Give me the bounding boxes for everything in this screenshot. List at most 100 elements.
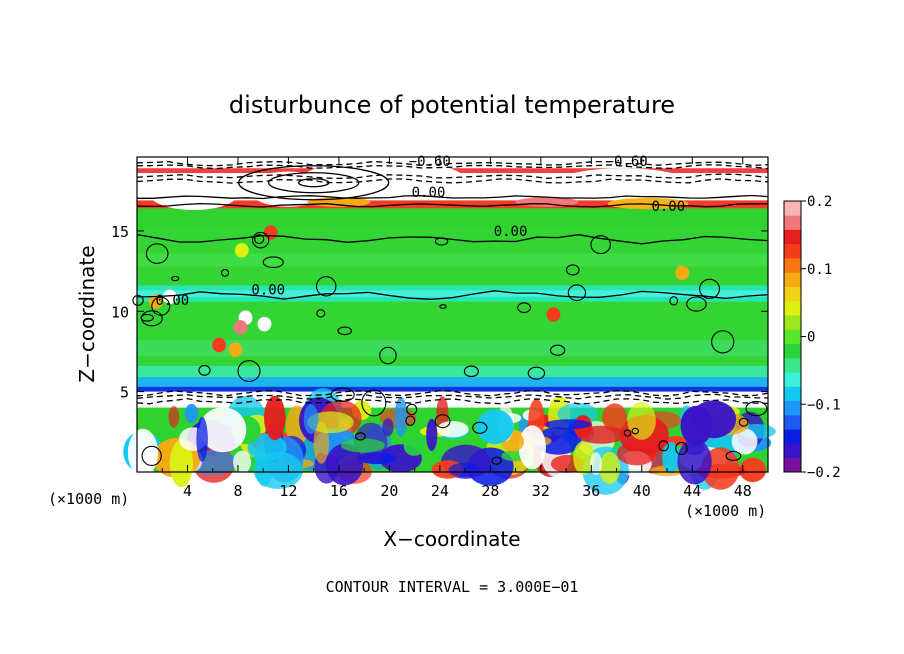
contour-line [686, 296, 707, 312]
colorbar-swatch [784, 414, 801, 430]
field-blob [573, 440, 595, 475]
y-tick-label: 15 [111, 223, 129, 241]
colorbar-swatch [784, 457, 801, 473]
contour-line [316, 309, 326, 318]
contour-line [132, 294, 144, 306]
colorbar [783, 200, 802, 473]
field-band [137, 253, 768, 267]
field-blob [394, 397, 408, 437]
field-blob [168, 405, 180, 428]
colorbar-swatch [784, 201, 801, 216]
contour-line [145, 243, 169, 264]
contour-line [527, 366, 546, 380]
contour-line [623, 429, 632, 437]
contour-line [472, 421, 488, 434]
colorbar-swatch [784, 343, 801, 359]
colorbar-swatch [784, 429, 801, 444]
colorbar-swatch [784, 386, 801, 402]
colorbar-swatch [784, 272, 801, 287]
field-blob [662, 442, 680, 474]
field-band [137, 290, 768, 297]
contour-line [198, 364, 211, 376]
contour-line [434, 414, 451, 429]
colorbar-swatch [784, 300, 801, 316]
field-blob [303, 404, 319, 434]
x-axis-ticks: 4 8 12 16 20 24 28 32 36 40 44 48 [161, 157, 752, 500]
field-blob [403, 436, 425, 456]
contour-line [725, 450, 742, 461]
contour-line [141, 445, 162, 466]
x-tick-label: 32 [532, 482, 550, 500]
x-tick-label: 40 [633, 482, 651, 500]
colorbar-swatch [784, 215, 801, 230]
field-blob [228, 342, 243, 358]
field-blob [162, 289, 177, 305]
field-blob [426, 418, 438, 452]
x-tick-label: 20 [380, 482, 398, 500]
colorbar-swatch [784, 258, 801, 273]
contour-lines [132, 160, 769, 466]
contour-line [699, 278, 721, 300]
field-blob [257, 316, 272, 332]
contour-labels: −0.60 −0.60 0.00 0.00 0.00 0.00 0.00 [155, 154, 685, 309]
contour-line [136, 160, 769, 167]
contour-line [565, 264, 580, 276]
field-blob [731, 428, 758, 455]
contour-label: 0.00 [251, 282, 285, 298]
field-blob [448, 462, 481, 478]
contour-line [136, 393, 769, 400]
field-blob [627, 401, 656, 440]
field-blob [545, 419, 592, 430]
contour-interval-note: CONTOUR INTERVAL = 3.000E−01 [326, 578, 579, 596]
field-band [137, 386, 768, 392]
contour-line [567, 284, 587, 302]
contour-line [137, 194, 769, 200]
x-unit-right: (×1000 m) [685, 502, 766, 520]
y-axis-ticks: 5 10 15 [111, 223, 768, 402]
contour-label: 0.00 [155, 293, 189, 309]
colorbar-tick-label: 0.1 [807, 262, 832, 278]
contour-line [669, 296, 679, 306]
contour-line [405, 415, 416, 426]
colorbar-tick-label: 0 [807, 330, 815, 346]
field-blob [382, 418, 394, 437]
contour-line [590, 235, 611, 255]
colorbar-swatch [784, 329, 801, 345]
colorbar-ticks: 0.2 0.1 0 −0.1 −0.2 [801, 194, 841, 481]
field-blob [599, 451, 621, 485]
contour-line [738, 417, 749, 427]
x-tick-label: 44 [683, 482, 701, 500]
contour-line [254, 234, 265, 245]
contour-line [252, 231, 270, 249]
contour-line [658, 440, 669, 452]
contour-line [675, 441, 688, 456]
field-blob [184, 403, 199, 423]
contour-line [136, 290, 769, 300]
field-blob [199, 407, 247, 453]
field-band [137, 200, 768, 209]
contour-line [463, 365, 479, 378]
field-band [137, 340, 768, 357]
colorbar-swatch [784, 243, 801, 259]
colorbar-swatch [784, 400, 801, 416]
field-blob [264, 395, 286, 441]
colorbar-tick-label: −0.1 [807, 397, 841, 413]
colorbar-swatch [784, 372, 801, 387]
field-band [137, 157, 768, 169]
contour-line [171, 275, 180, 282]
contour-line [237, 360, 261, 382]
contour-line [330, 387, 355, 402]
contour-line [262, 256, 284, 269]
field-blob [476, 409, 514, 445]
y-tick-label: 10 [111, 303, 129, 321]
field-blob [233, 450, 252, 474]
contour-line [315, 276, 337, 297]
field-blob [325, 443, 364, 486]
field-blob [212, 337, 226, 353]
field-blob [690, 400, 737, 439]
contour-line [406, 403, 418, 416]
field-blob [340, 438, 385, 453]
field-blob [263, 225, 278, 240]
plot-frame [136, 156, 769, 473]
field-blob [301, 160, 466, 199]
